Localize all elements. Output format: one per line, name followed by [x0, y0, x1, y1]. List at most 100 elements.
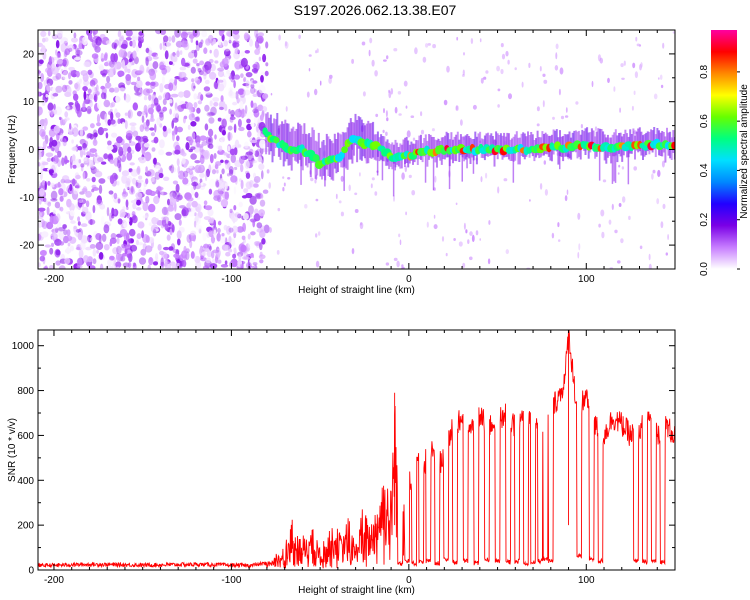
spectrogram-noise-cell [136, 199, 141, 206]
spectrogram-noise-cell [469, 231, 473, 236]
spectrogram-noise-cell [240, 179, 244, 190]
spectrogram-noise-cell [209, 49, 212, 54]
spectrogram-noise-cell [250, 231, 256, 236]
spectrogram-noise-cell [225, 251, 231, 257]
spectrogram-noise-cell [92, 30, 98, 35]
spectrogram-noise-cell [238, 126, 245, 132]
spectrogram-noise-cell [149, 127, 155, 131]
spectrogram-noise-cell [87, 88, 92, 94]
spectrogram-noise-cell [204, 172, 208, 182]
spectrogram-noise-cell [200, 94, 204, 101]
spectrogram-signal-halo [495, 131, 498, 154]
spectrogram-noise-cell [508, 93, 512, 100]
spectrogram-noise-cell [39, 210, 45, 218]
spectrogram-noise-cell [179, 50, 183, 55]
spectrogram-noise-cell [257, 156, 263, 163]
spectrogram-noise-cell [118, 38, 122, 49]
spectrogram-noise-cell [86, 134, 91, 139]
spectrogram-noise-cell [227, 131, 231, 142]
spectrogram-noise-cell [247, 239, 255, 250]
spectrogram-noise-cell [190, 251, 195, 259]
spectrogram-noise-cell [51, 228, 59, 234]
spectrogram-noise-cell [50, 182, 55, 188]
spectrogram-noise-cell [648, 253, 651, 261]
spectrogram-noise-cell [315, 233, 318, 238]
spectrogram-noise-cell [131, 211, 136, 217]
spectrogram-noise-cell [211, 169, 217, 175]
spectrogram-noise-cell [130, 238, 134, 244]
spectrogram-signal-core [312, 154, 320, 163]
spectrogram-noise-cell [422, 56, 427, 63]
spectrogram-noise-cell [151, 147, 156, 152]
spectrogram-noise-cell [49, 247, 54, 255]
spectrogram-noise-cell [83, 61, 91, 68]
spectrogram-noise-cell [67, 242, 71, 247]
spectrogram-noise-cell [79, 78, 82, 83]
spectrogram-noise-cell [144, 245, 153, 253]
spectrogram-noise-cell [174, 149, 181, 155]
spectrogram-noise-cell [178, 91, 185, 98]
spectrogram-noise-cell [62, 70, 68, 76]
spectrogram-noise-cell [159, 43, 163, 50]
spectrogram-noise-cell [505, 50, 509, 57]
spectrogram-noise-cell [130, 169, 139, 177]
spectrogram-noise-cell [232, 30, 240, 35]
spectrogram-noise-cell [152, 95, 156, 99]
spectrogram-noise-cell [216, 181, 220, 188]
spectrogram-noise-cell [44, 244, 52, 248]
spectrogram-noise-cell [139, 124, 144, 132]
spectrogram-noise-cell [162, 125, 167, 132]
spectrogram-noise-cell [661, 160, 665, 168]
spectrogram-noise-cell [47, 181, 51, 186]
spectrogram-signal-halo [311, 127, 314, 163]
spectrogram-noise-cell [210, 106, 217, 116]
spectrogram-noise-cell [188, 221, 191, 229]
spectrogram-noise-cell [565, 107, 568, 113]
spectrogram-noise-cell [639, 245, 643, 250]
spectrogram-noise-cell [246, 111, 253, 119]
spectrogram-noise-cell [298, 34, 301, 39]
spectrogram-noise-cell [183, 170, 189, 178]
spectrogram-signal-halo [447, 133, 450, 158]
spectrogram-signal-core [671, 141, 675, 150]
spectrogram-noise-cell [89, 100, 93, 108]
snr-line [38, 330, 675, 569]
spectrogram-noise-cell [528, 62, 531, 68]
spectrogram-noise-cell [47, 102, 54, 111]
spectrogram-noise-cell [176, 262, 180, 267]
spectrogram-noise-cell [113, 142, 121, 149]
spectrogram-noise-cell [51, 34, 59, 40]
spectrogram-noise-cell [190, 66, 196, 74]
spectrogram-noise-cell [471, 234, 475, 242]
spectrogram-noise-cell [621, 166, 625, 170]
spectrogram-noise-cell [38, 207, 46, 212]
spectrogram-noise-cell [607, 77, 610, 83]
spectrogram-noise-cell [253, 213, 261, 222]
spectrogram-noise-cell [44, 84, 51, 94]
spectrogram-noise-cell [238, 254, 242, 261]
spectrogram-noise-cell [213, 102, 219, 107]
spectrogram-noise-cell [252, 160, 257, 167]
figure-title: S197.2026.062.13.38.E07 [294, 2, 457, 18]
spectrogram-noise-cell [212, 97, 220, 102]
spectrogram-noise-cell [176, 50, 180, 58]
spectrogram-noise-cell [618, 203, 622, 207]
spectrogram-noise-cell [149, 71, 157, 81]
spectrogram-noise-cell [51, 62, 56, 69]
snr-series [38, 330, 675, 569]
spectrogram-noise-cell [125, 199, 129, 208]
spectrogram-noise-cell [162, 45, 167, 51]
spectrogram-noise-cell [116, 180, 120, 186]
spectrogram-noise-cell [194, 116, 200, 122]
spectrogram-noise-cell [242, 213, 249, 220]
spectrogram-noise-cell [51, 139, 58, 147]
spectrogram-noise-cell [253, 102, 258, 111]
spectrogram-noise-cell [233, 33, 240, 40]
spectrogram-noise-cell [105, 132, 109, 139]
spectrogram-noise-cell [259, 199, 266, 207]
spectrogram-noise-cell [127, 262, 132, 269]
spectrogram-noise-cell [328, 77, 332, 84]
colorbar-tick-label: 0.4 [699, 163, 710, 177]
spectrogram-noise-cell [110, 53, 116, 63]
spectrogram-noise-cell [514, 67, 517, 71]
